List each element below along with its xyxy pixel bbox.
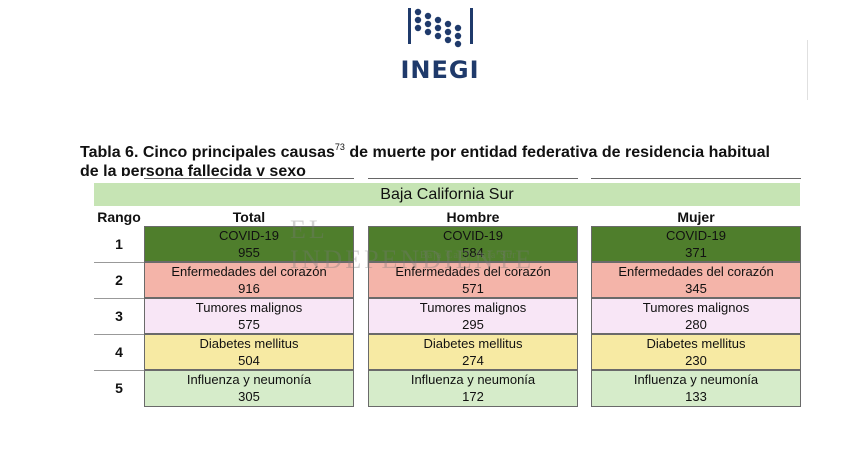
inegi-logo: INEGI [400,6,480,84]
logo-text: INEGI [400,56,480,84]
cell-total-5: Influenza y neumonía 305 [144,370,354,407]
divider-male [368,178,578,179]
cause-label: COVID-19 [443,228,503,243]
rank-4: 4 [115,344,123,360]
edge-marks [806,40,810,100]
cause-value: 280 [685,317,707,332]
title-line1-rest: de muerte por entidad federativa de resi… [344,144,770,161]
divider-female [591,178,801,179]
cause-label: Tumores malignos [642,300,750,315]
cause-label: Influenza y neumonía [410,372,536,387]
cause-label: Influenza y neumonía [186,372,312,387]
cell-female-2: Enfermedades del corazón 345 [591,262,801,298]
cause-value: 575 [238,317,260,332]
cause-label: Diabetes mellitus [423,336,523,351]
cell-total-2: Enfermedades del corazón 916 [144,262,354,298]
rank-separator [94,298,144,299]
cause-value: 295 [462,317,484,332]
rank-5: 5 [115,380,123,396]
cause-value: 345 [685,281,707,296]
cell-male-5: Influenza y neumonía 172 [368,370,578,407]
cell-female-4: Diabetes mellitus 230 [591,334,801,370]
cell-male-3: Tumores malignos 295 [368,298,578,334]
cell-total-4: Diabetes mellitus 504 [144,334,354,370]
cause-value: 584 [462,245,484,260]
cause-value: 172 [462,389,484,404]
cause-label: Diabetes mellitus [646,336,746,351]
header-male: Hombre [446,209,500,225]
cell-female-5: Influenza y neumonía 133 [591,370,801,407]
title-footnote: 73 [334,142,345,152]
title-line2: de la persona fallecida y sexo [80,163,306,176]
cause-value: 504 [238,353,260,368]
cause-label: Tumores malignos [419,300,527,315]
header-total: Total [232,209,266,225]
cause-label: Tumores malignos [195,300,303,315]
cell-total-3: Tumores malignos 575 [144,298,354,334]
header-female: Mujer [677,209,715,225]
cell-female-3: Tumores malignos 280 [591,298,801,334]
cause-value: 955 [238,245,260,260]
cause-label: COVID-19 [666,228,726,243]
cause-label: Enfermedades del corazón [618,264,774,279]
cause-value: 274 [462,353,484,368]
cause-label: Diabetes mellitus [199,336,299,351]
cause-value: 305 [238,389,260,404]
cause-label: Influenza y neumonía [633,372,759,387]
rank-1: 1 [115,236,123,252]
cell-female-1: COVID-19 371 [591,226,801,262]
region-header: Baja California Sur [94,183,800,206]
cause-label: COVID-19 [219,228,279,243]
header-rank: Rango [97,209,141,225]
rank-separator [94,262,144,263]
rank-separator [94,334,144,335]
cell-total-1: COVID-19 955 [144,226,354,262]
cause-label: Enfermedades del corazón [171,264,327,279]
divider-total [144,178,354,179]
cause-label: Enfermedades del corazón [395,264,551,279]
cell-male-2: Enfermedades del corazón 571 [368,262,578,298]
cause-value: 371 [685,245,707,260]
rank-separator [94,370,144,371]
cause-value: 133 [685,389,707,404]
cell-male-1: COVID-19 584 [368,226,578,262]
title-line1-main: Tabla 6. Cinco principales causas [80,144,335,161]
inegi-dots-icon [408,8,473,48]
cell-male-4: Diabetes mellitus 274 [368,334,578,370]
table-title: Tabla 6. Cinco principales causas73 de m… [80,138,810,176]
cause-value: 571 [462,281,484,296]
rank-2: 2 [115,272,123,288]
cause-value: 916 [238,281,260,296]
rank-3: 3 [115,308,123,324]
cause-value: 230 [685,353,707,368]
